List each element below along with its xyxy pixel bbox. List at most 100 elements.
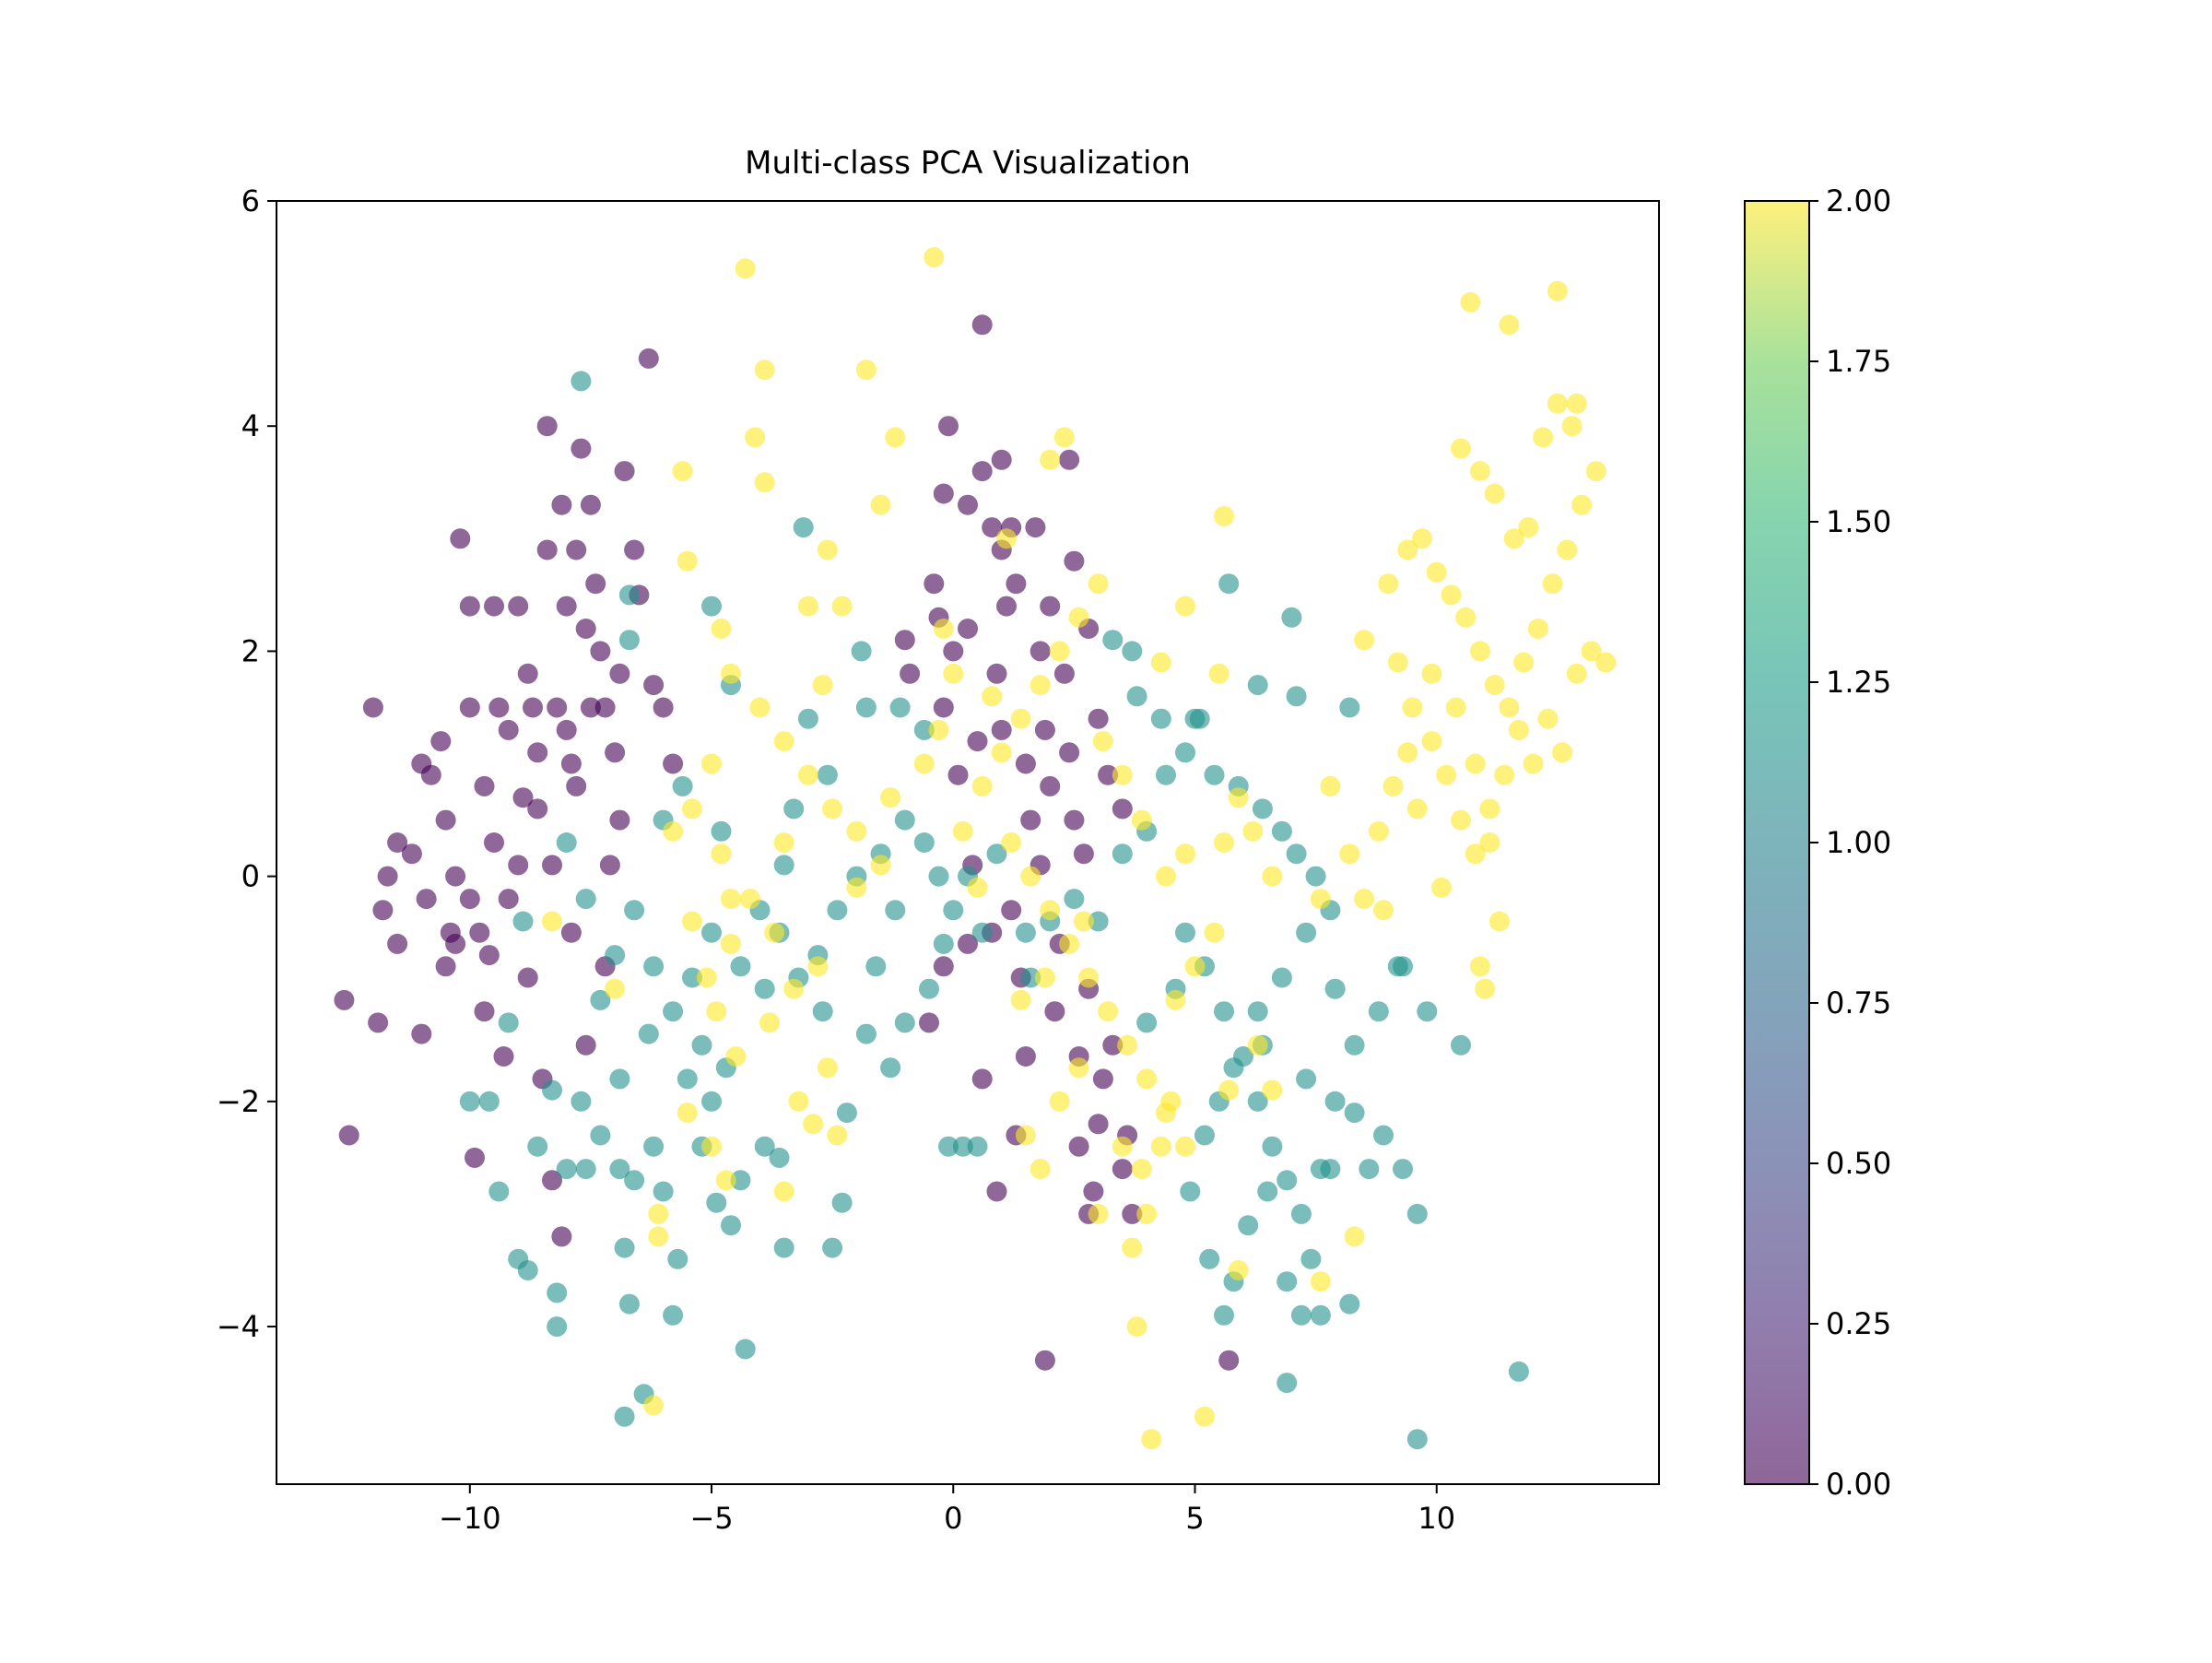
data-point-class-0 [1083,1181,1104,1202]
data-point-class-1 [1136,1012,1158,1033]
data-point-class-1 [1204,764,1225,785]
data-point-class-2 [952,820,973,842]
data-point-class-2 [1455,607,1477,628]
data-point-class-2 [870,494,891,515]
data-point-class-2 [754,472,775,493]
data-point-class-2 [1412,528,1432,549]
colorbar-tick-label: 0.25 [1826,1306,1891,1341]
data-point-class-1 [1281,607,1302,628]
data-point-class-2 [1320,775,1341,796]
y-tick-label: 2 [241,633,260,668]
data-point-class-2 [1469,956,1490,977]
data-point-class-1 [769,1147,790,1168]
data-point-class-0 [459,596,480,617]
data-point-class-1 [624,1170,645,1191]
data-point-class-2 [1112,1136,1133,1157]
data-point-class-2 [803,1114,824,1135]
data-point-class-0 [368,1012,389,1033]
data-point-class-1 [1271,820,1292,842]
data-point-class-1 [885,900,906,921]
data-point-class-0 [986,663,1007,684]
data-point-class-2 [1460,291,1481,313]
data-point-class-1 [1277,1170,1298,1191]
data-point-class-2 [1436,764,1457,785]
data-point-class-0 [566,775,587,796]
data-point-class-0 [459,889,480,910]
data-point-class-0 [653,697,674,718]
data-point-class-0 [435,956,456,977]
data-point-class-2 [1242,820,1264,842]
data-point-class-2 [1585,461,1606,482]
data-point-class-0 [387,933,408,954]
data-point-class-2 [1484,675,1505,696]
data-point-class-2 [1156,866,1176,887]
data-point-class-1 [571,1091,592,1112]
x-axis: −10 −5 0 5 10 [439,1484,1455,1536]
data-point-class-2 [1479,798,1500,820]
data-point-class-0 [362,697,383,718]
data-point-class-1 [1223,1057,1244,1079]
data-point-class-1 [1150,708,1171,729]
data-point-class-0 [971,314,993,336]
data-point-class-1 [701,596,722,617]
data-point-class-1 [894,809,915,831]
data-point-class-1 [1214,1304,1234,1326]
data-point-class-1 [1296,1068,1317,1090]
data-point-class-0 [1098,764,1119,785]
data-point-class-1 [1359,1159,1380,1180]
data-point-class-0 [1112,798,1133,820]
data-point-class-0 [1040,775,1061,796]
data-point-class-0 [435,809,456,831]
data-point-class-0 [1059,742,1080,763]
data-point-class-0 [933,956,954,977]
data-point-class-0 [508,596,529,617]
data-point-class-1 [1247,1001,1268,1022]
data-point-class-2 [1214,505,1234,526]
data-point-class-0 [450,528,471,549]
data-point-class-0 [560,922,582,943]
data-point-class-1 [773,1237,794,1258]
data-point-class-1 [1175,922,1195,943]
data-point-class-1 [933,933,954,954]
x-tick-label: −5 [689,1501,733,1536]
data-point-class-2 [783,978,805,999]
data-point-class-1 [682,967,702,988]
data-point-class-2 [1092,731,1113,752]
data-point-class-2 [773,731,794,752]
x-tick-label: −10 [439,1501,501,1536]
data-point-class-0 [512,787,534,808]
data-point-class-0 [1092,1068,1113,1090]
data-point-class-2 [971,775,993,796]
data-point-class-0 [1015,1046,1036,1067]
data-point-class-1 [609,1068,630,1090]
data-point-class-2 [701,1136,722,1157]
data-point-class-2 [711,843,732,865]
data-point-class-2 [1387,652,1408,673]
data-point-class-2 [1518,517,1539,538]
data-point-class-2 [1523,753,1544,774]
data-point-class-2 [1228,787,1249,808]
data-point-class-1 [986,843,1007,865]
data-point-class-0 [445,933,466,954]
data-point-class-2 [1204,922,1225,943]
data-point-class-0 [498,889,519,910]
data-point-class-2 [696,967,717,988]
data-point-class-2 [1165,989,1186,1010]
data-point-class-2 [1378,573,1399,595]
data-point-class-0 [1015,753,1036,774]
data-point-class-2 [663,820,684,842]
data-point-class-2 [1208,663,1230,684]
data-point-class-1 [827,900,848,921]
data-point-class-2 [1150,1136,1171,1157]
data-point-class-0 [474,775,495,796]
data-point-class-0 [547,697,568,718]
data-point-class-0 [542,855,562,876]
data-point-class-1 [1277,1373,1298,1394]
data-point-class-0 [416,889,437,910]
data-point-class-2 [846,877,867,898]
data-point-class-2 [1131,1159,1152,1180]
data-point-class-0 [493,1046,514,1067]
data-point-class-0 [609,663,630,684]
data-point-class-2 [643,1395,665,1416]
